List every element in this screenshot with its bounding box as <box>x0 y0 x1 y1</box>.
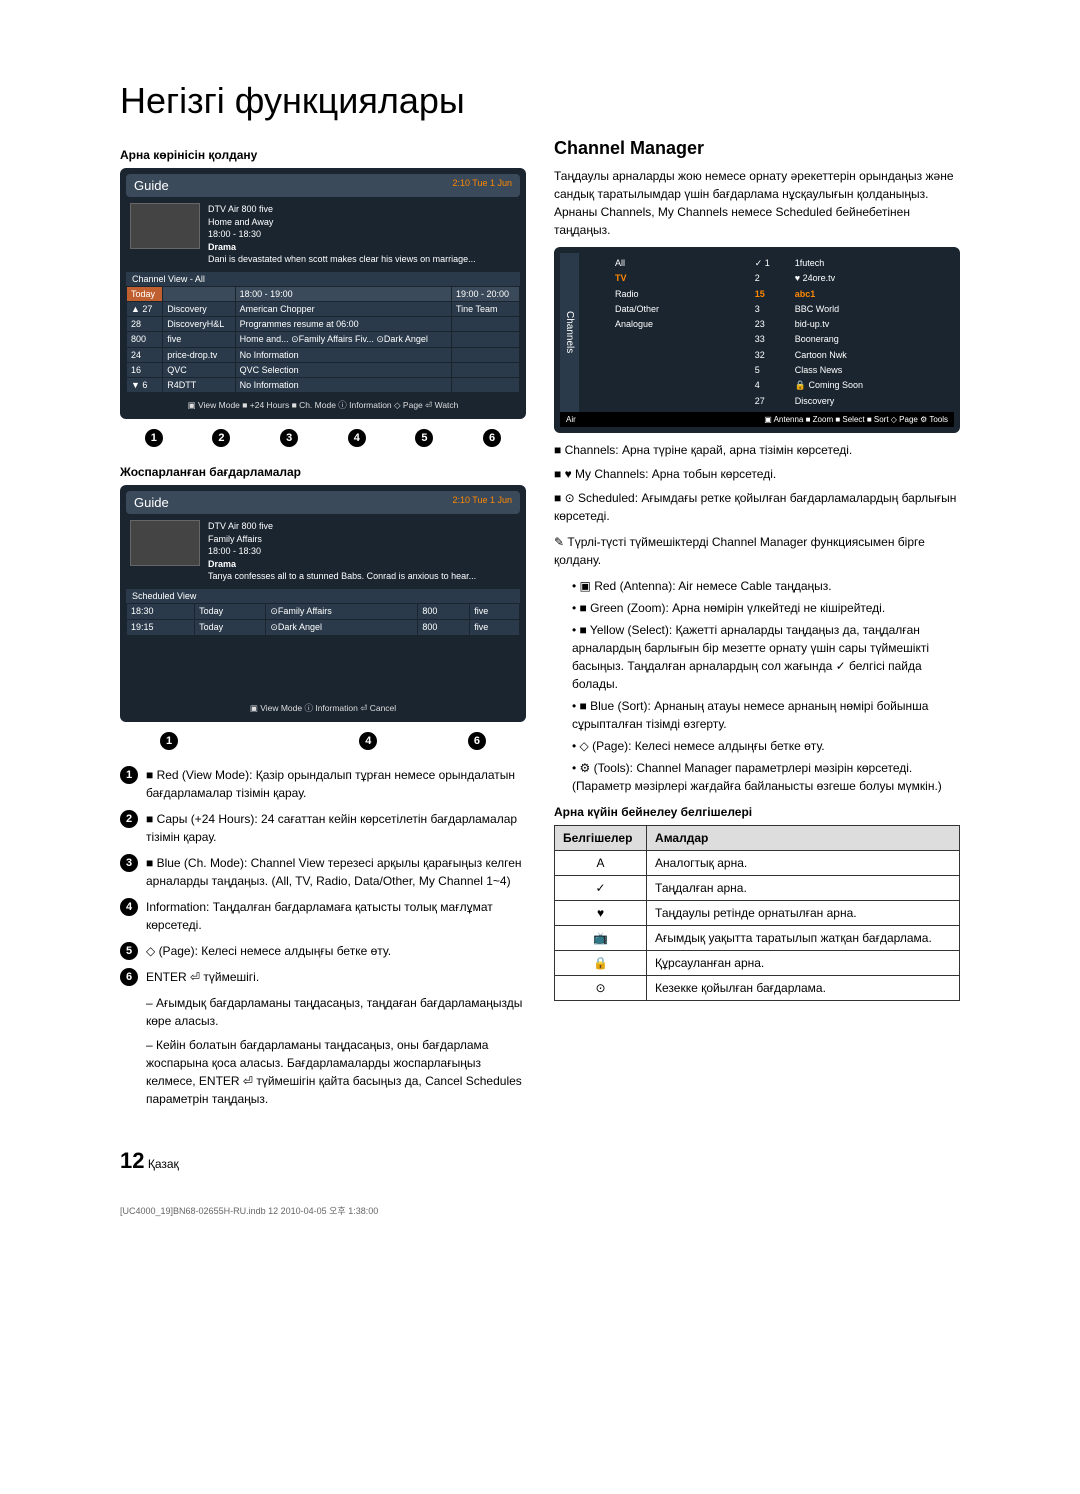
callout-item: 1■ Red (View Mode): Қазір орындалып тұрғ… <box>120 766 526 802</box>
note-text: Түрлі-түсті түймешіктерді Channel Manage… <box>554 533 960 569</box>
page-title: Негізгі функциялары <box>120 80 960 122</box>
sub-channel-view: Арна көрінісін қолдану <box>120 148 526 162</box>
icon-table: БелгішелерАмалдар AАналогтық арна.✓Таңда… <box>554 825 960 1001</box>
callout-item: 6ENTER ⏎ түймешігі. <box>120 968 526 986</box>
channel-manager-heading: Channel Manager <box>554 138 960 159</box>
guide-time: 2:10 Tue 1 Jun <box>452 178 512 193</box>
guide-table-2: 18:30Today⊙Family Affairs800five19:15Tod… <box>126 603 520 636</box>
guide-thumbnail <box>130 203 200 249</box>
guide-box-2: Guide 2:10 Tue 1 Jun DTV Air 800 five Fa… <box>120 485 526 722</box>
callout-item: 2■ Сары (+24 Hours): 24 сағаттан кейін к… <box>120 810 526 846</box>
callout-row-1: 123456 <box>120 425 526 455</box>
page-footer: 12 Қазақ <box>120 1148 960 1174</box>
guide-label: Guide <box>134 178 169 193</box>
color-button-list: ▣ Red (Antenna): Air немесе Cable таңдаң… <box>572 577 960 795</box>
left-column: Арна көрінісін қолдану Guide 2:10 Tue 1 … <box>120 138 526 1108</box>
print-footer: [UC4000_19]BN68-02655H-RU.indb 12 2010-0… <box>120 1204 960 1217</box>
sub-note-1: Ағымдық бағдарламаны таңдасаңыз, таңдаға… <box>146 994 526 1030</box>
callout-item: 5◇ (Page): Келесі немесе алдыңғы бетке ө… <box>120 942 526 960</box>
callout-item: 3■ Blue (Ch. Mode): Channel View терезес… <box>120 854 526 890</box>
callout-item: 4Information: Таңдалған бағдарламаға қат… <box>120 898 526 934</box>
feature-list: Channels: Арна түріне қарай, арна тізімі… <box>554 441 960 525</box>
guide-table-1: Today18:00 - 19:0019:00 - 20:00 ▲ 27Disc… <box>126 286 520 393</box>
cm-intro: Таңдаулы арналарды жою немесе орнату әре… <box>554 167 960 239</box>
sub-note-2: Кейін болатын бағдарламаны таңдасаңыз, о… <box>146 1036 526 1108</box>
right-column: Channel Manager Таңдаулы арналарды жою н… <box>554 138 960 1108</box>
sub-scheduled: Жоспарланған бағдарламалар <box>120 465 526 479</box>
guide-box-1: Guide 2:10 Tue 1 Jun DTV Air 800 five Ho… <box>120 168 526 419</box>
channel-manager-box: Channels AllTVRadioData/OtherAnalogue ✓ … <box>554 247 960 433</box>
icon-table-heading: Арна күйін бейнелеу белгішелері <box>554 805 960 819</box>
